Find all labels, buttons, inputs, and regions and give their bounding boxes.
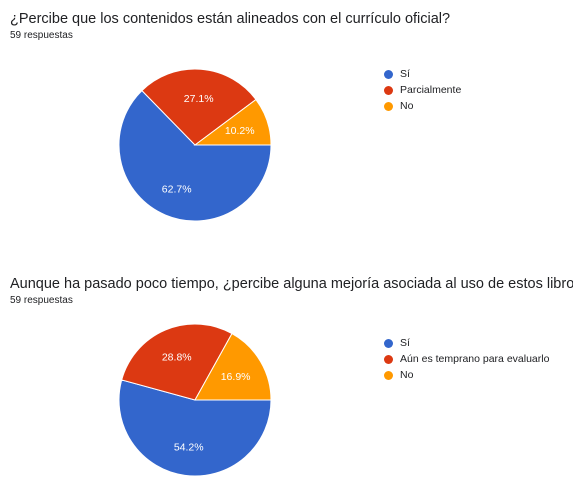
legend-label: Aún es temprano para evaluarlo [400, 353, 550, 365]
legend-label: No [400, 100, 414, 112]
legend-dot-icon [384, 370, 393, 380]
slice-label: 27.1% [184, 93, 214, 105]
chart-improvement-perception: Aunque ha pasado poco tiempo, ¿percibe a… [0, 265, 573, 499]
slice-no[interactable] [193, 98, 272, 146]
legend-item-temprano[interactable]: Aún es temprano para evaluarlo [384, 351, 549, 367]
legend-item-si[interactable]: Sí [384, 335, 549, 351]
slice-label: 16.9% [221, 371, 251, 383]
slice-label: 54.2% [174, 442, 204, 454]
legend-item-no[interactable]: No [384, 367, 549, 383]
chart-curriculum-alignment: ¿Percibe que los contenidos están alinea… [10, 11, 461, 222]
legend-item-parcialmente[interactable]: Parcialmente [384, 82, 461, 98]
legend-dot-icon [384, 85, 393, 95]
legend-item-si[interactable]: Sí [384, 66, 461, 82]
legend-dot-icon [384, 69, 393, 79]
pie-chart: 54.2% 28.8% 16.9% [118, 323, 272, 477]
slice-si[interactable] [118, 89, 272, 222]
legend-label: Sí [400, 68, 410, 80]
legend-item-no[interactable]: No [384, 98, 461, 114]
response-count: 59 respuestas [10, 30, 73, 41]
slice-second[interactable] [141, 68, 257, 146]
slice-label: 62.7% [162, 183, 192, 195]
chart-title: Aunque ha pasado poco tiempo, ¿percibe a… [10, 276, 573, 292]
response-count: 59 respuestas [10, 295, 73, 306]
chart-title: ¿Percibe que los contenidos están alinea… [10, 11, 451, 27]
legend-label: No [400, 369, 414, 381]
slice-label: 10.2% [225, 125, 255, 137]
slice-no[interactable] [194, 332, 272, 401]
legend-dot-icon [384, 338, 393, 348]
chart-legend: Sí Parcialmente No [384, 66, 461, 114]
pie-chart: 62.7% 27.1% 10.2% [118, 68, 272, 222]
legend-dot-icon [384, 354, 393, 364]
slice-si[interactable] [118, 379, 272, 477]
slice-label: 28.8% [162, 352, 192, 364]
slice-second[interactable] [121, 323, 233, 401]
legend-dot-icon [384, 101, 393, 111]
legend-label: Parcialmente [400, 84, 462, 96]
chart-legend: Sí Aún es temprano para evaluarlo No [384, 335, 549, 383]
legend-label: Sí [400, 337, 410, 349]
